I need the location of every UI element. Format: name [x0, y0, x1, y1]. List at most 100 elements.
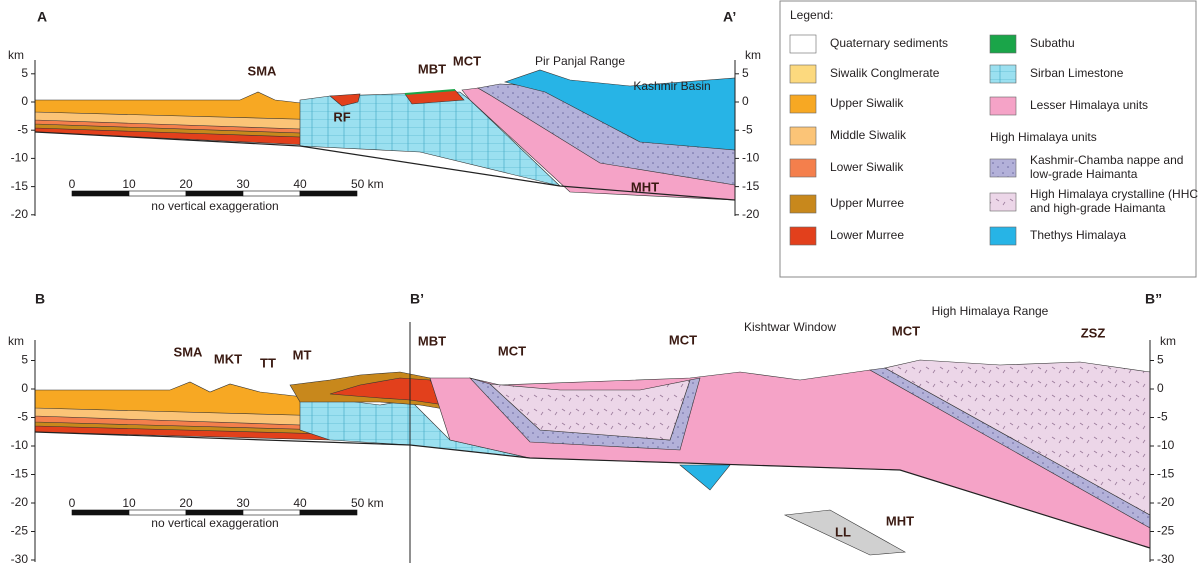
- axis-unit: km: [8, 48, 24, 62]
- legend-label: Thethys Himalaya: [1030, 228, 1126, 242]
- structure-label: MKT: [214, 351, 242, 366]
- structure-label: MHT: [886, 513, 914, 528]
- cross-sections: A A’ km km SMA MBT MCT Pir Panjal Range …: [0, 0, 1198, 571]
- y-tick-label: 0: [1157, 381, 1164, 395]
- y-tick-label: 0: [21, 94, 28, 108]
- scale-label: 20: [179, 496, 193, 510]
- place-label: High Himalaya Range: [932, 304, 1049, 318]
- axis-unit: km: [745, 48, 761, 62]
- scale-segment: [72, 191, 129, 196]
- y-tick-label: 0: [21, 381, 28, 395]
- place-label: Pir Panjal Range: [535, 54, 625, 68]
- y-tick-label: -5: [17, 410, 28, 424]
- structure-label: MBT: [418, 333, 446, 348]
- legend-label: High Himalaya crystalline (HHC): [1030, 187, 1198, 201]
- legend-swatch: [790, 127, 816, 145]
- legend-label: Upper Murree: [830, 196, 904, 210]
- y-tick-label: 5: [21, 66, 28, 80]
- legend-label: Lesser Himalaya units: [1030, 98, 1148, 112]
- y-tick-label: -15: [1157, 467, 1175, 481]
- legend-label: Subathu: [1030, 36, 1075, 50]
- legend-label: Siwalik Conglmerate: [830, 66, 940, 80]
- place-label: Kishtwar Window: [744, 320, 836, 334]
- structure-label: MCT: [453, 53, 481, 68]
- legend-label: Sirban Limestone: [1030, 66, 1124, 80]
- structure-label: SMA: [174, 344, 204, 359]
- scale-label: 0: [69, 496, 76, 510]
- section-label: B: [35, 291, 45, 307]
- scale-segment: [243, 191, 300, 196]
- structure-label: TT: [260, 355, 276, 370]
- legend-swatch: [790, 95, 816, 113]
- section-label: B”: [1145, 291, 1162, 307]
- scale-label: 30: [236, 496, 250, 510]
- structure-label: LL: [835, 524, 851, 539]
- scale-label: 10: [122, 177, 136, 191]
- scale-note: no vertical exaggeration: [151, 199, 278, 213]
- structure-label: MHT: [631, 179, 659, 194]
- scale-label: 10: [122, 496, 136, 510]
- legend-swatch: [990, 193, 1016, 211]
- y-tick-label: -10: [11, 151, 29, 165]
- scale-label: 40: [293, 496, 307, 510]
- y-tick-label: -20: [11, 207, 29, 221]
- place-label: Kashmir Basin: [633, 79, 710, 93]
- structure-label: MT: [293, 347, 312, 362]
- scale-label: 50 km: [351, 177, 384, 191]
- y-tick-label: -5: [17, 122, 28, 136]
- legend-label: low-grade Haimanta: [1030, 167, 1138, 181]
- scale-note: no vertical exaggeration: [151, 516, 278, 530]
- y-tick-label: -10: [11, 438, 29, 452]
- y-tick-label: -20: [11, 495, 29, 509]
- axis-unit: km: [1160, 334, 1176, 348]
- y-tick-label: -15: [11, 467, 29, 481]
- legend-swatch: [790, 227, 816, 245]
- scale-segment: [300, 510, 357, 515]
- legend-label: Upper Siwalik: [830, 96, 904, 110]
- scale-label: 50 km: [351, 496, 384, 510]
- legend-swatch: [790, 159, 816, 177]
- y-tick-label: -15: [11, 179, 29, 193]
- scale-segment: [129, 191, 186, 196]
- scale-segment: [186, 191, 243, 196]
- structure-label: MCT: [498, 343, 526, 358]
- y-tick-label: 5: [1157, 353, 1164, 367]
- y-tick-label: -10: [1157, 438, 1175, 452]
- scale-label: 40: [293, 177, 307, 191]
- legend-label: Quaternary sediments: [830, 36, 948, 50]
- y-tick-label: -5: [742, 122, 753, 136]
- structure-label: RF: [333, 109, 350, 124]
- y-tick-label: -15: [742, 179, 760, 193]
- y-tick-label: 0: [742, 94, 749, 108]
- y-tick-label: -30: [11, 552, 29, 566]
- legend-title: Legend:: [790, 8, 833, 22]
- y-tick-label: 5: [742, 66, 749, 80]
- section-label: A’: [723, 9, 736, 25]
- scale-label: 0: [69, 177, 76, 191]
- legend-swatch: [790, 195, 816, 213]
- y-tick-label: -25: [1157, 524, 1175, 538]
- structure-label: MBT: [418, 61, 446, 76]
- y-tick-label: 5: [21, 353, 28, 367]
- structure-label: MCT: [669, 332, 697, 347]
- legend-label: Lower Murree: [830, 228, 904, 242]
- scale-segment: [243, 510, 300, 515]
- y-tick-label: -30: [1157, 552, 1175, 566]
- y-tick-label: -20: [1157, 495, 1175, 509]
- axis-unit: km: [8, 334, 24, 348]
- structure-label: ZSZ: [1081, 325, 1106, 340]
- legend-swatch: [990, 35, 1016, 53]
- scale-label: 20: [179, 177, 193, 191]
- y-tick-label: -10: [742, 151, 760, 165]
- legend-swatch: [990, 227, 1016, 245]
- structure-label: MCT: [892, 323, 920, 338]
- y-tick-label: -25: [11, 524, 29, 538]
- section-label: B’: [410, 291, 424, 307]
- y-tick-label: -20: [742, 207, 760, 221]
- scale-segment: [72, 510, 129, 515]
- legend-label: Lower Siwalik: [830, 160, 904, 174]
- legend-swatch: [790, 35, 816, 53]
- scale-segment: [300, 191, 357, 196]
- scale-label: 30: [236, 177, 250, 191]
- legend-label: Middle Siwalik: [830, 128, 907, 142]
